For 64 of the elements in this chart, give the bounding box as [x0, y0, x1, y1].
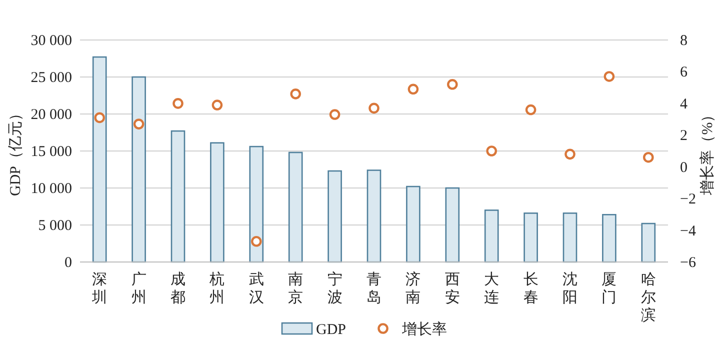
y-tick-label: 15 000: [30, 144, 72, 160]
bar: [288, 152, 303, 263]
point: [251, 236, 262, 247]
point: [329, 109, 340, 120]
y-tick-label: 5 000: [38, 218, 72, 234]
point: [172, 98, 184, 109]
point: [133, 118, 144, 130]
x-tick-label: 广州: [131, 271, 146, 306]
bar: [562, 212, 578, 263]
y-axis-title: GDP（亿元）: [8, 106, 24, 196]
y-tick-label: 10 000: [30, 181, 72, 197]
bar: [602, 214, 616, 263]
bar: [328, 170, 342, 263]
point: [94, 112, 105, 124]
x-tick-label: 沈阳: [562, 271, 578, 306]
y2-tick-label: 4: [680, 96, 688, 112]
point: [525, 104, 536, 116]
x-tick-label: 哈尔滨: [640, 271, 656, 324]
x-tick-label: 济南: [406, 271, 421, 306]
bar: [524, 212, 538, 263]
point: [290, 88, 301, 100]
bar: [641, 222, 656, 263]
bar: [92, 56, 107, 263]
point: [408, 84, 419, 95]
point: [212, 100, 223, 110]
y2-tick-label: −4: [680, 223, 696, 240]
bar: [132, 76, 146, 263]
point: [604, 71, 615, 82]
x-tick-label: 厦门: [602, 272, 617, 306]
x-tick-label: 武汉: [248, 271, 264, 306]
x-tick-label: 长春: [523, 271, 538, 306]
y2-tick-label: 6: [680, 64, 688, 81]
x-tick-label: 宁波: [327, 271, 342, 306]
legend-label: GDP: [316, 322, 346, 338]
point: [643, 152, 654, 163]
x-tick-label: 大连: [484, 271, 500, 306]
y-tick-label: 25 000: [30, 70, 72, 86]
x-tick-label: 南京: [288, 271, 304, 306]
point: [564, 148, 576, 160]
y2-tick-label: 0: [680, 160, 688, 176]
x-tick-label: 杭州: [208, 271, 225, 306]
bar: [445, 187, 460, 263]
bar: [366, 170, 382, 263]
y-tick-label: 20 000: [30, 107, 72, 123]
y-tick-label: 0: [64, 255, 72, 271]
bar: [170, 130, 186, 263]
bar: [249, 146, 264, 263]
legend-label: 增长率: [401, 321, 448, 338]
y-tick-label: 30 000: [30, 33, 72, 49]
x-tick-label: 青岛: [366, 271, 382, 306]
y2-axis-title: 增长率（%）: [699, 107, 716, 196]
y2-tick-label: 8: [680, 33, 688, 49]
point: [486, 146, 497, 156]
y2-tick-label: 2: [680, 128, 688, 144]
x-tick-label: 西安: [444, 272, 460, 306]
x-tick-label: 成都: [170, 271, 186, 306]
x-tick-label: 深圳: [91, 271, 108, 306]
bar: [406, 186, 420, 263]
bar: [210, 142, 224, 263]
bar: [484, 210, 499, 263]
y2-tick-label: −2: [680, 192, 696, 208]
y2-tick-label: −6: [680, 255, 696, 271]
point: [447, 79, 458, 90]
point: [368, 102, 380, 114]
